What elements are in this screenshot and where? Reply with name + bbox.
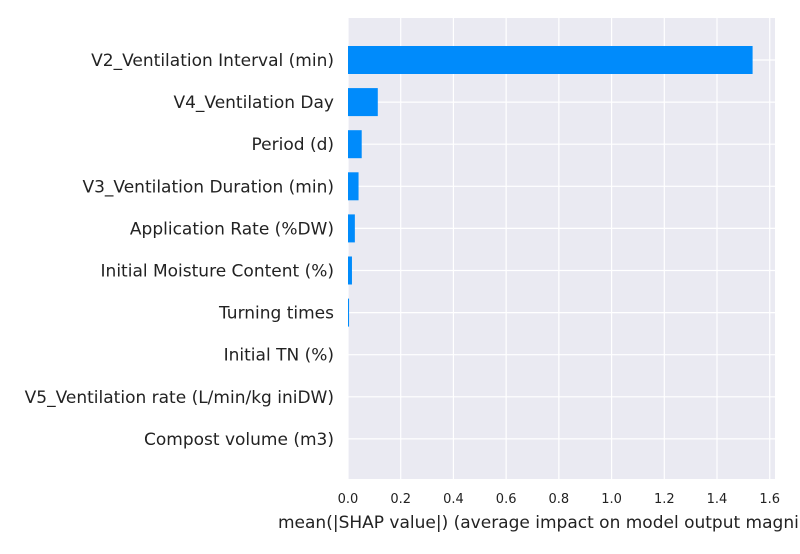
bar: [348, 172, 359, 201]
category-label: V3_Ventilation Duration (min): [82, 177, 334, 197]
plot-background: [348, 18, 775, 479]
x-tick-label: 0.8: [549, 492, 570, 507]
category-label: V2_Ventilation Interval (min): [91, 51, 334, 71]
grid-lines: [347, 18, 775, 479]
x-tick-label: 1.6: [759, 492, 780, 507]
category-label: Application Rate (%DW): [130, 219, 334, 239]
x-tick-label: 0.0: [338, 492, 359, 507]
x-tick-label: 0.6: [496, 492, 517, 507]
category-label: Initial TN (%): [224, 346, 334, 366]
bar: [348, 214, 355, 243]
x-tick-label: 0.4: [443, 492, 464, 507]
bar: [348, 256, 352, 285]
category-label: Compost volume (m3): [144, 430, 334, 450]
category-labels: V2_Ventilation Interval (min) V4_Ventilat…: [25, 51, 334, 450]
x-tick-label: 1.0: [601, 492, 622, 507]
category-label: Initial Moisture Content (%): [101, 262, 334, 282]
x-tick-label: 1.4: [707, 492, 728, 507]
category-label: V4_Ventilation Day: [173, 93, 334, 113]
x-tick-labels: 0.0 0.2 0.4 0.6 0.8 1.0 1.2 1.4 1.6: [338, 492, 780, 507]
bar: [348, 46, 753, 74]
x-tick-label: 0.2: [390, 492, 411, 507]
category-label: V5_Ventilation rate (L/min/kg iniDW): [25, 388, 334, 408]
category-label: Period (d): [252, 135, 334, 155]
category-label: Turning times: [218, 304, 334, 324]
bars: [348, 46, 753, 327]
x-tick-label: 1.2: [654, 492, 675, 507]
bar: [348, 130, 362, 159]
bar: [348, 88, 378, 117]
bar: [348, 298, 350, 327]
x-axis-title: mean(|SHAP value|) (average impact on mo…: [278, 513, 799, 533]
